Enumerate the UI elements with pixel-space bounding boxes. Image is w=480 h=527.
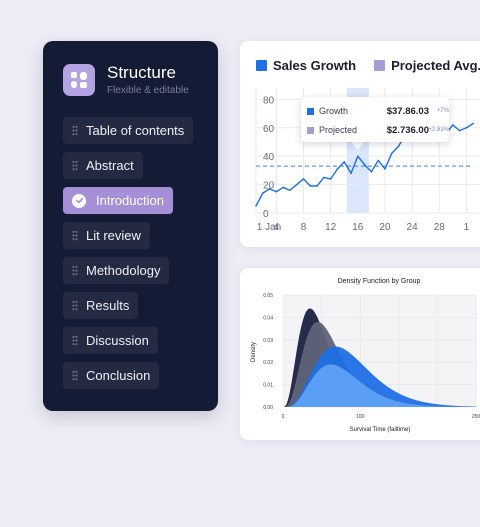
section-label: Lit review: [86, 228, 141, 243]
y-tick-label: 0.03: [263, 338, 273, 344]
tooltip-swatch: [307, 126, 314, 134]
tooltip-value: $37.86.03: [386, 105, 429, 117]
tooltip-label: Growth: [319, 106, 349, 116]
x-tick-label: 100: [356, 414, 365, 420]
y-axis-label: Density: [251, 342, 257, 362]
tooltip-row-growth: Growth $37.86.03 +7%: [307, 105, 449, 117]
section-lit-review[interactable]: Lit review: [63, 222, 150, 249]
section-label: Methodology: [86, 263, 161, 278]
section-conclusion[interactable]: Conclusion: [63, 362, 160, 389]
sales-chart-card: Sales Growth Projected Avg.: [240, 41, 480, 247]
drag-handle-icon[interactable]: [72, 370, 78, 381]
checkmark-icon: [72, 193, 86, 208]
section-results[interactable]: Results: [63, 292, 139, 319]
section-label: Introduction: [96, 193, 164, 208]
brand: Structure Flexible & editable: [63, 63, 189, 96]
drag-handle-icon[interactable]: [72, 265, 78, 276]
density-area-4: [283, 364, 476, 407]
section-label: Results: [86, 298, 130, 313]
section-abstract[interactable]: Abstract: [63, 152, 143, 179]
density-area-chart: 0.00 0.01 0.02 0.03 0.04 0.05 0 100 250 Density F…: [251, 278, 480, 433]
chart-legend: Sales Growth Projected Avg.: [256, 58, 480, 73]
y-tick-label: 0.05: [263, 293, 273, 299]
legend-swatch: [374, 60, 386, 71]
tooltip-row-projected: Projected $2.736.00 +2.83%: [307, 124, 449, 136]
tooltip-change: +2.83%: [428, 127, 449, 133]
tooltip-value: $2.736.00: [386, 124, 429, 136]
chart-tooltip: Growth $37.86.03 +7% Projected $2.736.00…: [301, 97, 449, 142]
section-table-of-contents[interactable]: Table of contents: [63, 117, 194, 144]
x-axis-label: Survival Time (failtime): [350, 427, 411, 433]
drag-handle-icon[interactable]: [72, 300, 78, 311]
section-discussion[interactable]: Discussion: [63, 327, 158, 354]
section-methodology[interactable]: Methodology: [63, 257, 170, 284]
drag-handle-icon[interactable]: [72, 230, 78, 241]
panel-subtitle: Flexible & editable: [107, 85, 189, 96]
legend-label: Sales Growth: [273, 58, 357, 73]
x-tick-label: 250: [472, 414, 480, 420]
section-introduction[interactable]: Introduction: [63, 187, 173, 214]
tooltip-label: Projected: [319, 125, 358, 135]
y-tick-label: 0.02: [263, 360, 273, 366]
drag-handle-icon[interactable]: [72, 160, 78, 171]
y-tick-label: 0.00: [263, 405, 273, 411]
section-label: Abstract: [86, 158, 134, 173]
density-chart-card: 0.00 0.01 0.02 0.03 0.04 0.05 0 100 250 Density F…: [240, 268, 480, 440]
y-tick-label: 0.04: [263, 315, 273, 321]
y-tick-label: 0.01: [263, 383, 273, 389]
chart-title: Density Function by Group: [338, 278, 421, 285]
legend-label: Projected Avg.: [391, 58, 480, 73]
drag-handle-icon[interactable]: [72, 335, 78, 346]
panel-title: Structure: [107, 63, 176, 82]
legend-swatch: [256, 60, 267, 71]
section-label: Table of contents: [86, 123, 185, 138]
section-list: Table of contents Abstract Introduction …: [63, 117, 194, 397]
legend-item-projected-avg[interactable]: Projected Avg.: [374, 58, 480, 73]
section-label: Discussion: [86, 333, 149, 348]
section-label: Conclusion: [86, 368, 151, 383]
structure-panel: Structure Flexible & editable Table of c…: [43, 41, 218, 411]
tooltip-change: +7%: [436, 108, 449, 114]
x-tick-label: 0: [282, 414, 285, 420]
legend-item-sales-growth[interactable]: Sales Growth: [256, 58, 356, 73]
structure-logo-icon: [63, 63, 95, 96]
drag-handle-icon[interactable]: [72, 125, 78, 136]
tooltip-swatch: [307, 107, 314, 115]
